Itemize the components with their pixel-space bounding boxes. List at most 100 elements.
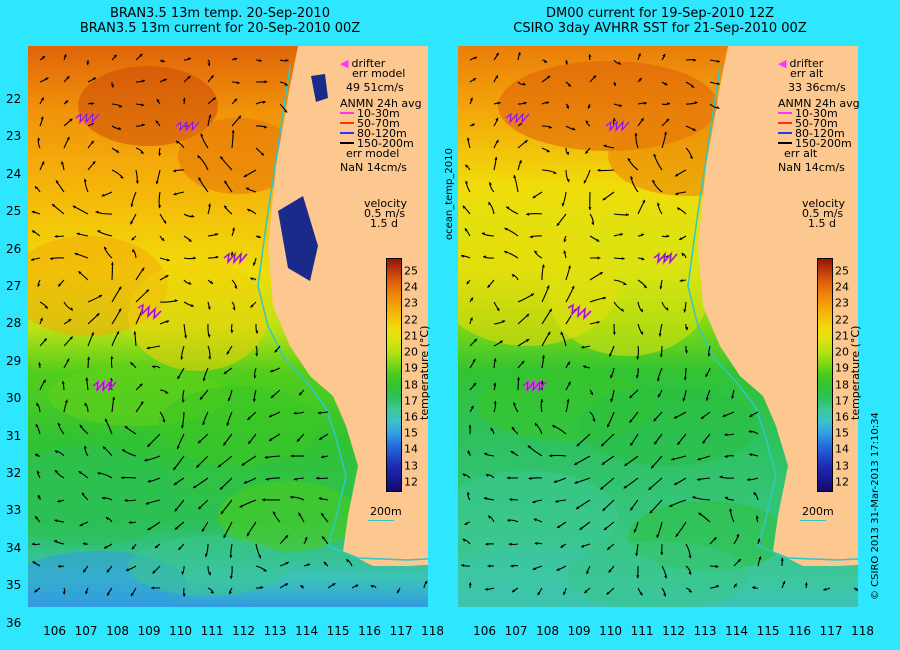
- side-label: ocean_temp_2010: [444, 148, 455, 240]
- left-contour-swatch: [368, 520, 394, 521]
- depth-swatch: [778, 112, 792, 114]
- y-axis-ticks: 22 23 24 25 26 27 28 29 30 31 32 33 34 35 36: [0, 0, 28, 650]
- left-title-line2: BRAN3.5 13m current for 20-Sep-2010 00Z: [40, 21, 400, 36]
- left-colorbar: [386, 258, 402, 492]
- x-tick-label: 108: [106, 624, 129, 638]
- y-tick-label: 28: [6, 316, 21, 330]
- colorbar-tick: 20: [835, 346, 849, 359]
- velocity-time-text: 1.5 d: [808, 218, 836, 229]
- colorbar-tick: 12: [835, 475, 849, 488]
- err2-value-text: NaN 14cm/s: [340, 162, 407, 173]
- y-tick-label: 35: [6, 578, 21, 592]
- err-label: err model: [340, 68, 422, 78]
- colorbar-tick: 15: [835, 427, 849, 440]
- colorbar-tick: 19: [835, 362, 849, 375]
- right-depth-legend: 10-30m 50-70m 80-120m 150-200m: [778, 108, 860, 148]
- colorbar-tick: 14: [835, 443, 849, 456]
- colorbar-tick: 25: [404, 264, 418, 277]
- velocity-time-text: 1.5 d: [370, 218, 398, 229]
- y-tick-label: 30: [6, 391, 21, 405]
- colorbar-tick: 17: [404, 394, 418, 407]
- colorbar-tick: 15: [404, 427, 418, 440]
- x-tick-label: 109: [568, 624, 591, 638]
- err2-value-text: NaN 14cm/s: [778, 162, 845, 173]
- err-value-text: 49 51cm/s: [346, 82, 404, 93]
- velocity-time: 1.5 d: [778, 218, 860, 228]
- y-tick-label: 36: [6, 616, 21, 630]
- left-title: BRAN3.5 13m temp. 20-Sep-2010 BRAN3.5 13…: [40, 6, 400, 36]
- y-tick-label: 27: [6, 279, 21, 293]
- depth-swatch: [340, 142, 354, 144]
- x-tick-label: 114: [295, 624, 318, 638]
- temperature-patch: [578, 386, 758, 466]
- depth-swatch: [778, 142, 792, 144]
- err2-label: err alt: [778, 148, 860, 158]
- right-legend: ◀ drifter err alt 33 36cm/s ANMN 24h avg …: [778, 58, 860, 228]
- err2-text: err alt: [784, 148, 817, 159]
- colorbar-tick: 24: [835, 281, 849, 294]
- velocity-time: 1.5 d: [340, 218, 422, 228]
- right-title-line2: CSIRO 3day AVHRR SST for 21-Sep-2010 00Z: [460, 21, 860, 36]
- depth-swatch: [340, 112, 354, 114]
- err-value: 49 51cm/s: [340, 82, 422, 92]
- left-depth-legend: 10-30m 50-70m 80-120m 150-200m: [340, 108, 422, 148]
- x-tick-label: 112: [232, 624, 255, 638]
- depth-swatch: [778, 132, 792, 134]
- x-tick-label: 106: [43, 624, 66, 638]
- y-tick-label: 31: [6, 429, 21, 443]
- colorbar-tick: 23: [404, 297, 418, 310]
- left-legend: ◀ drifter err model 49 51cm/s ANMN 24h av…: [340, 58, 422, 228]
- colorbar-tick: 18: [404, 378, 418, 391]
- right-colorbar-unit: temperature (°C): [849, 326, 862, 420]
- y-tick-label: 22: [6, 92, 21, 106]
- colorbar-tick: 23: [835, 297, 849, 310]
- y-tick-label: 32: [6, 466, 21, 480]
- colorbar-tick: 19: [404, 362, 418, 375]
- x-tick-label: 107: [75, 624, 98, 638]
- err2-value: NaN 14cm/s: [778, 162, 860, 172]
- colorbar-tick: 14: [404, 443, 418, 456]
- right-title: DM00 current for 19-Sep-2010 12Z CSIRO 3…: [460, 6, 860, 36]
- y-tick-label: 25: [6, 204, 21, 218]
- err2-value: NaN 14cm/s: [340, 162, 422, 172]
- x-tick-label: 117: [390, 624, 413, 638]
- x-tick-label: 113: [694, 624, 717, 638]
- y-tick-label: 26: [6, 242, 21, 256]
- depth-swatch: [340, 132, 354, 134]
- colorbar-tick: 18: [835, 378, 849, 391]
- left-contour-label: 200m: [370, 505, 402, 518]
- y-tick-label: 33: [6, 503, 21, 517]
- right-contour-swatch: [800, 520, 826, 521]
- x-tick-label: 112: [662, 624, 685, 638]
- err-text: err model: [352, 68, 405, 79]
- y-tick-label: 23: [6, 129, 21, 143]
- x-tick-label: 114: [725, 624, 748, 638]
- x-tick-label: 106: [473, 624, 496, 638]
- err-value-text: 33 36cm/s: [788, 82, 846, 93]
- err-value: 33 36cm/s: [778, 82, 860, 92]
- err-text: err alt: [790, 68, 823, 79]
- left-title-line1: BRAN3.5 13m temp. 20-Sep-2010: [40, 6, 400, 21]
- x-tick-label: 116: [788, 624, 811, 638]
- colorbar-tick: 16: [404, 410, 418, 423]
- x-tick-label: 118: [851, 624, 874, 638]
- x-tick-label: 110: [599, 624, 622, 638]
- right-contour-label: 200m: [802, 505, 834, 518]
- colorbar-tick: 24: [404, 281, 418, 294]
- err2-label: err model: [340, 148, 422, 158]
- colorbar-tick: 17: [835, 394, 849, 407]
- colorbar-tick: 20: [404, 346, 418, 359]
- right-colorbar: [817, 258, 833, 492]
- err2-text: err model: [346, 148, 399, 159]
- x-tick-label: 111: [201, 624, 224, 638]
- x-tick-label: 111: [631, 624, 654, 638]
- err-label: err alt: [778, 68, 860, 78]
- x-tick-label: 110: [169, 624, 192, 638]
- x-tick-label: 108: [536, 624, 559, 638]
- x-tick-label: 118: [421, 624, 444, 638]
- colorbar-tick: 22: [835, 313, 849, 326]
- y-tick-label: 24: [6, 167, 21, 181]
- colorbar-tick: 13: [404, 459, 418, 472]
- colorbar-tick: 21: [404, 329, 418, 342]
